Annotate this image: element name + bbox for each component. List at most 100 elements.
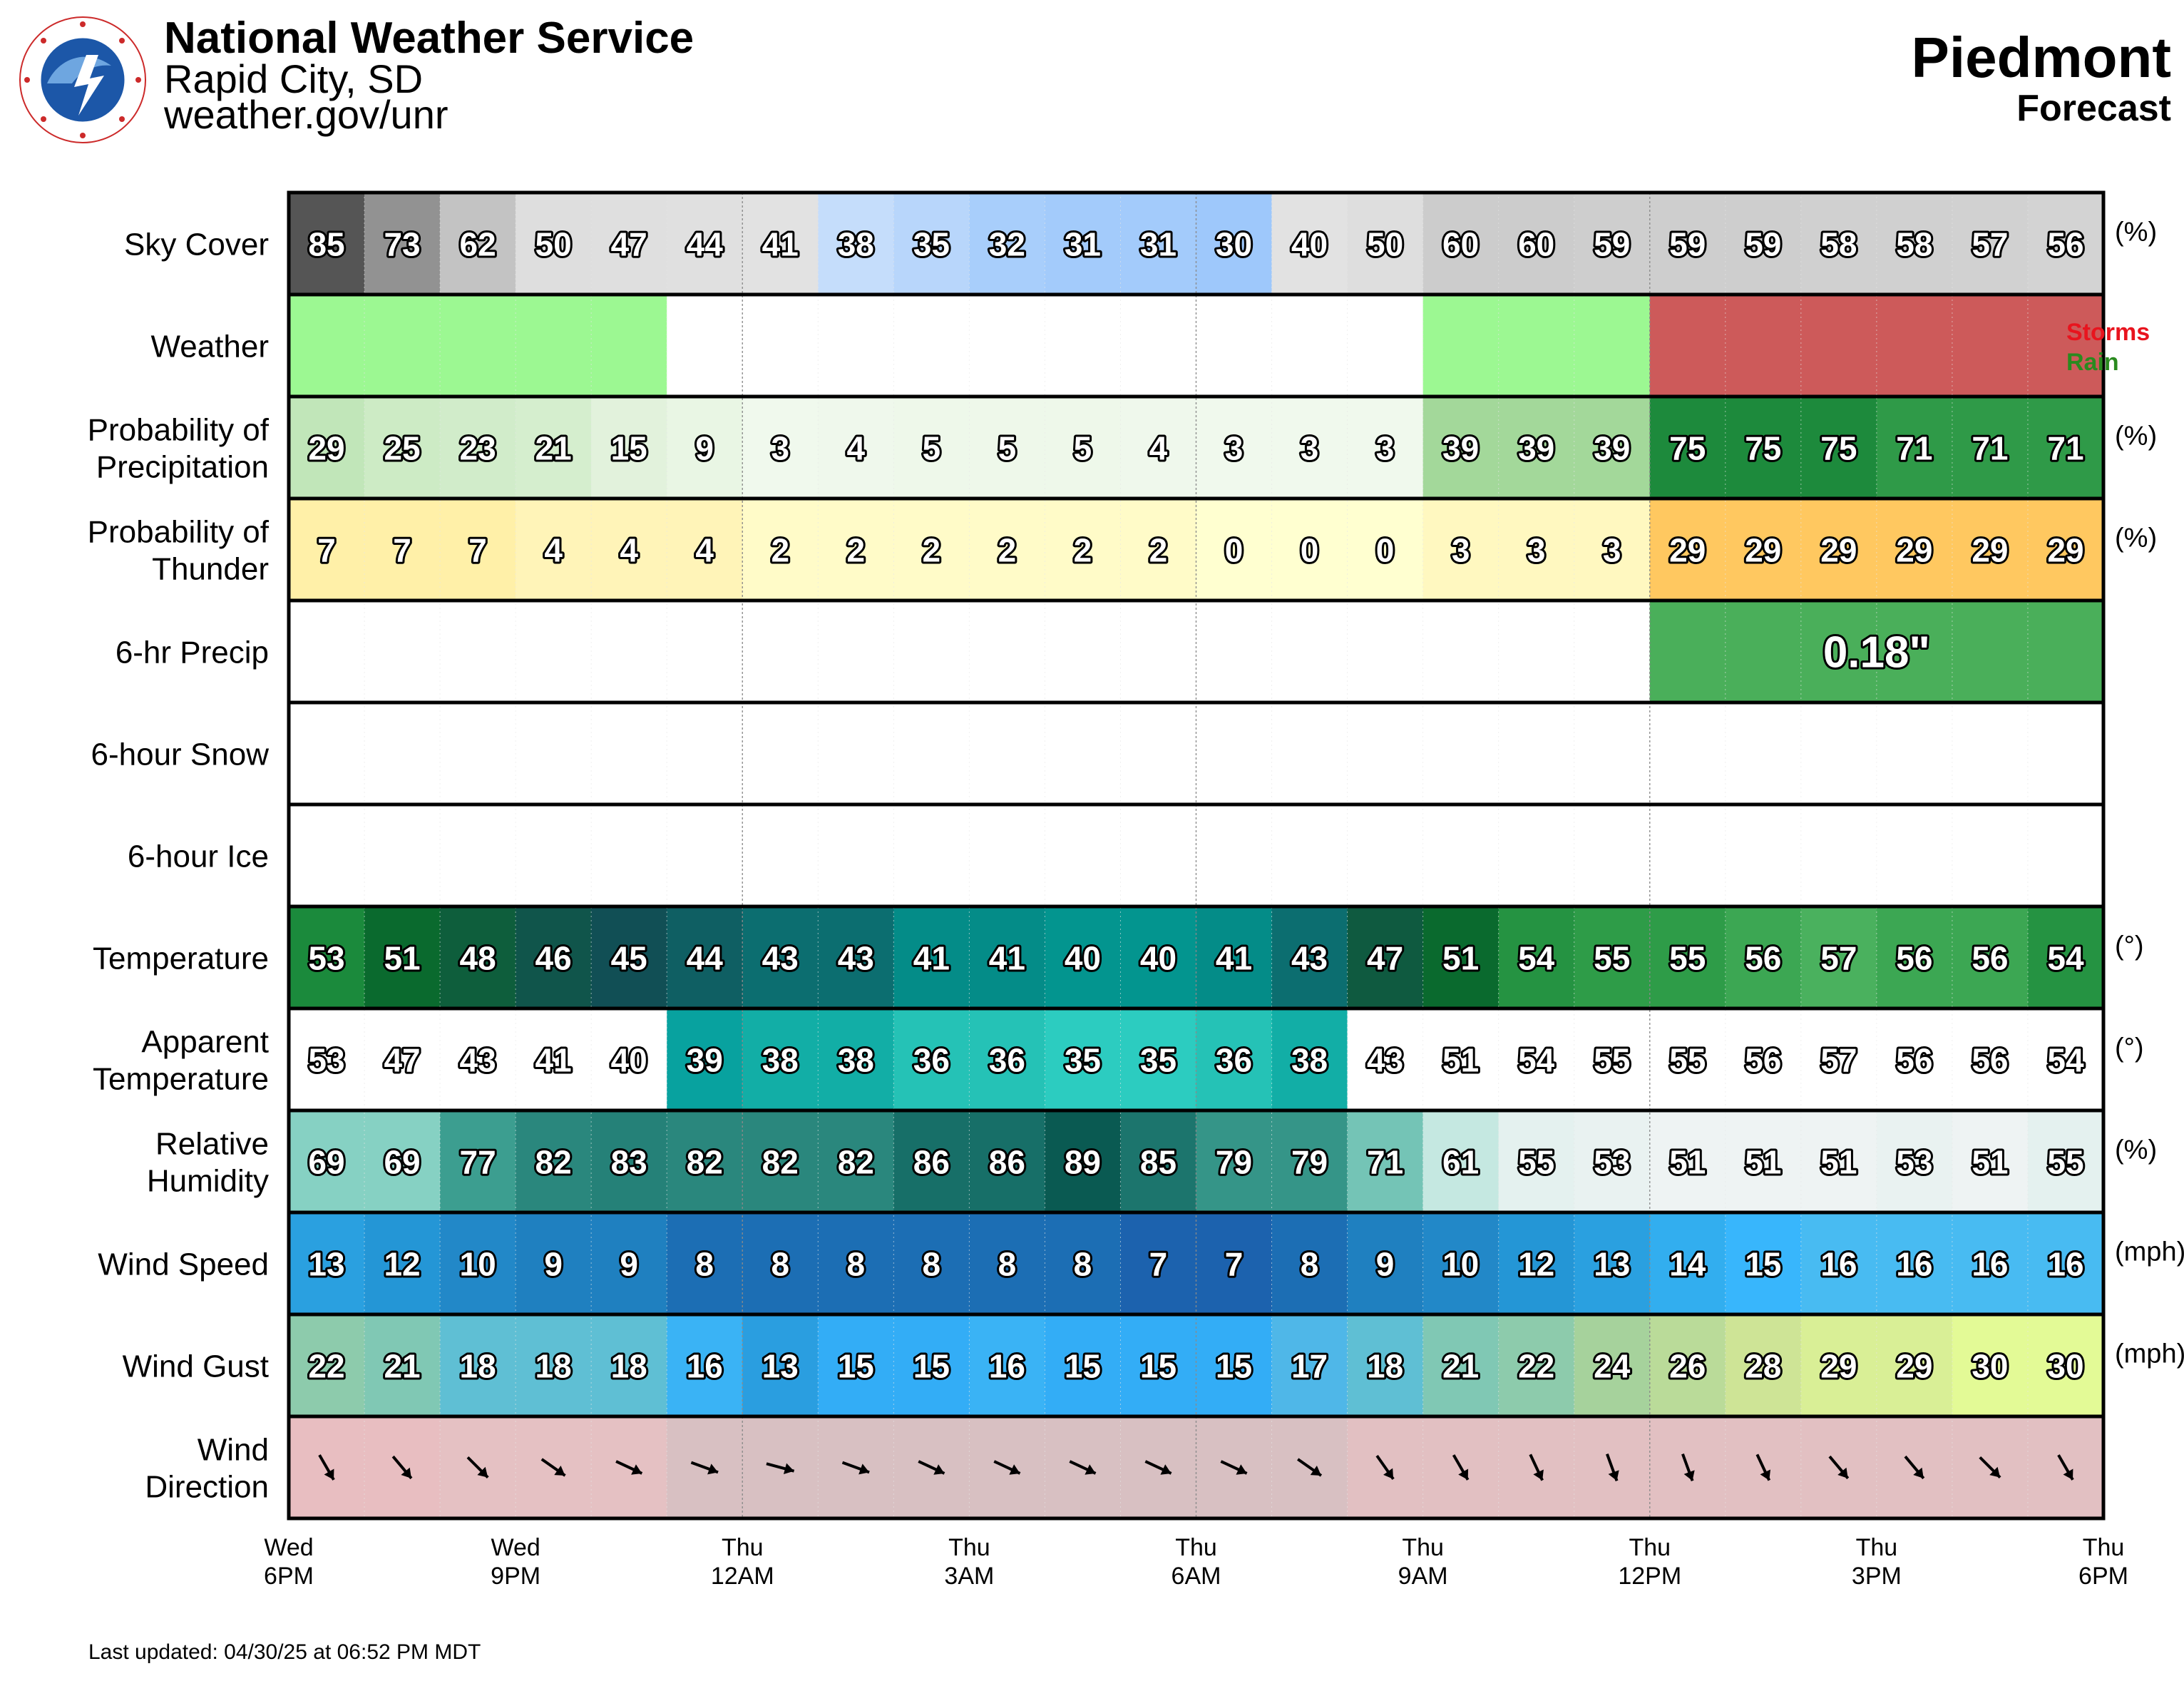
wind-direction-arrow bbox=[841, 1461, 870, 1475]
temp-value: 43 bbox=[1291, 940, 1328, 977]
gust-cell bbox=[667, 1314, 743, 1416]
row-label-thunder: Probability of Thunder bbox=[88, 515, 270, 587]
thunder-value: 2 bbox=[847, 532, 866, 569]
apparent-cell bbox=[667, 1008, 743, 1110]
apparent-cell bbox=[591, 1008, 667, 1110]
wspd-value: 8 bbox=[923, 1246, 941, 1283]
weather-cell bbox=[1498, 295, 1575, 397]
wspd-value: 15 bbox=[1745, 1246, 1781, 1283]
weather-cell bbox=[289, 295, 365, 397]
rh-value: 82 bbox=[687, 1144, 723, 1181]
wind-direction-arrow bbox=[1297, 1458, 1323, 1477]
thunder-value: 29 bbox=[2047, 532, 2083, 569]
sky-cell bbox=[1045, 193, 1121, 295]
nws-logo-icon bbox=[19, 16, 146, 143]
sky-value: 32 bbox=[989, 226, 1025, 263]
apparent-cell bbox=[1876, 1008, 1953, 1110]
gust-value: 13 bbox=[762, 1348, 799, 1385]
weather-cell bbox=[1725, 295, 1802, 397]
pop-value: 3 bbox=[771, 430, 789, 467]
temp-value: 51 bbox=[384, 940, 420, 977]
rh-value: 82 bbox=[535, 1144, 572, 1181]
temp-value: 54 bbox=[1518, 940, 1555, 977]
rh-cell bbox=[516, 1110, 592, 1212]
wspd-cell bbox=[1952, 1212, 2029, 1314]
wspd-value: 16 bbox=[1972, 1246, 2008, 1283]
gust-value: 30 bbox=[2047, 1348, 2083, 1385]
gust-value: 18 bbox=[611, 1348, 647, 1385]
sky-cell bbox=[818, 193, 894, 295]
rh-cell bbox=[289, 1110, 365, 1212]
thunder-value: 2 bbox=[1074, 532, 1092, 569]
thunder-cell bbox=[1422, 499, 1499, 601]
apparent-value: 36 bbox=[913, 1042, 950, 1079]
apparent-value: 51 bbox=[1442, 1042, 1479, 1079]
row-unit-thunder: (%) bbox=[2115, 523, 2157, 553]
sky-value: 59 bbox=[1669, 226, 1706, 263]
temp-cell bbox=[1649, 906, 1726, 1008]
row-unit-apparent: (°) bbox=[2115, 1033, 2144, 1063]
sky-cell bbox=[591, 193, 667, 295]
row-label-temp: Temperature bbox=[93, 941, 269, 976]
temp-value: 54 bbox=[2047, 940, 2084, 977]
chart-separators bbox=[364, 193, 2029, 1518]
gust-value: 18 bbox=[460, 1348, 496, 1385]
row-unit-wspd: (mph) bbox=[2115, 1237, 2184, 1267]
wind-direction-arrow bbox=[2057, 1454, 2074, 1481]
thunder-cell bbox=[1725, 499, 1802, 601]
weather-cell bbox=[1800, 295, 1877, 397]
apparent-cell bbox=[1196, 1008, 1273, 1110]
row-label-ice: 6-hour Ice bbox=[128, 839, 269, 874]
apparent-cell bbox=[1725, 1008, 1802, 1110]
office-url[interactable]: weather.gov/unr bbox=[164, 92, 448, 137]
temp-cell bbox=[2027, 906, 2104, 1008]
gust-value: 21 bbox=[384, 1348, 420, 1385]
thunder-value: 29 bbox=[1820, 532, 1857, 569]
pop-cell bbox=[1574, 397, 1651, 499]
weather-cell bbox=[1422, 295, 1499, 397]
wind-direction-arrow bbox=[391, 1455, 413, 1480]
wind-direction-arrow bbox=[993, 1460, 1021, 1475]
gust-value: 28 bbox=[1745, 1348, 1781, 1385]
thunder-value: 3 bbox=[1452, 532, 1470, 569]
wspd-cell bbox=[440, 1212, 516, 1314]
wind-direction-arrow bbox=[1755, 1453, 1771, 1481]
pop-cell bbox=[1422, 397, 1499, 499]
sky-cell bbox=[2027, 193, 2104, 295]
time-axis-day: Wed bbox=[264, 1534, 313, 1561]
sky-value: 58 bbox=[1896, 226, 1932, 263]
temp-cell bbox=[742, 906, 819, 1008]
temp-value: 43 bbox=[762, 940, 799, 977]
gust-cell bbox=[364, 1314, 441, 1416]
apparent-cell bbox=[1422, 1008, 1499, 1110]
sky-cell bbox=[1574, 193, 1651, 295]
thunder-cell bbox=[1952, 499, 2029, 601]
apparent-value: 55 bbox=[1594, 1042, 1630, 1079]
temp-cell bbox=[1045, 906, 1121, 1008]
temp-cell bbox=[516, 906, 592, 1008]
thunder-cell bbox=[742, 499, 819, 601]
wind-direction-arrow bbox=[690, 1461, 719, 1475]
rh-value: 79 bbox=[1291, 1144, 1328, 1181]
sky-cell bbox=[969, 193, 1045, 295]
apparent-cell bbox=[1347, 1008, 1424, 1110]
wspd-cell bbox=[516, 1212, 592, 1314]
chart-row-labels: Sky Cover Weather Probability of Precipitat… bbox=[88, 228, 270, 1505]
wspd-cell bbox=[1271, 1212, 1348, 1314]
pop-cell bbox=[1120, 397, 1196, 499]
weather-cell bbox=[893, 295, 970, 397]
sky-cell bbox=[1498, 193, 1575, 295]
apparent-cell bbox=[1574, 1008, 1651, 1110]
thunder-cell bbox=[1271, 499, 1348, 601]
gust-cell bbox=[1271, 1314, 1348, 1416]
apparent-value: 56 bbox=[1972, 1042, 2008, 1079]
rh-value: 55 bbox=[1518, 1144, 1554, 1181]
time-axis-time: 12PM bbox=[1618, 1563, 1681, 1590]
pop-cell bbox=[289, 397, 365, 499]
thunder-value: 29 bbox=[1896, 532, 1932, 569]
rh-value: 53 bbox=[1594, 1144, 1630, 1181]
wind-direction-arrow bbox=[466, 1456, 489, 1479]
apparent-cell bbox=[1952, 1008, 2029, 1110]
temp-value: 53 bbox=[308, 940, 344, 977]
